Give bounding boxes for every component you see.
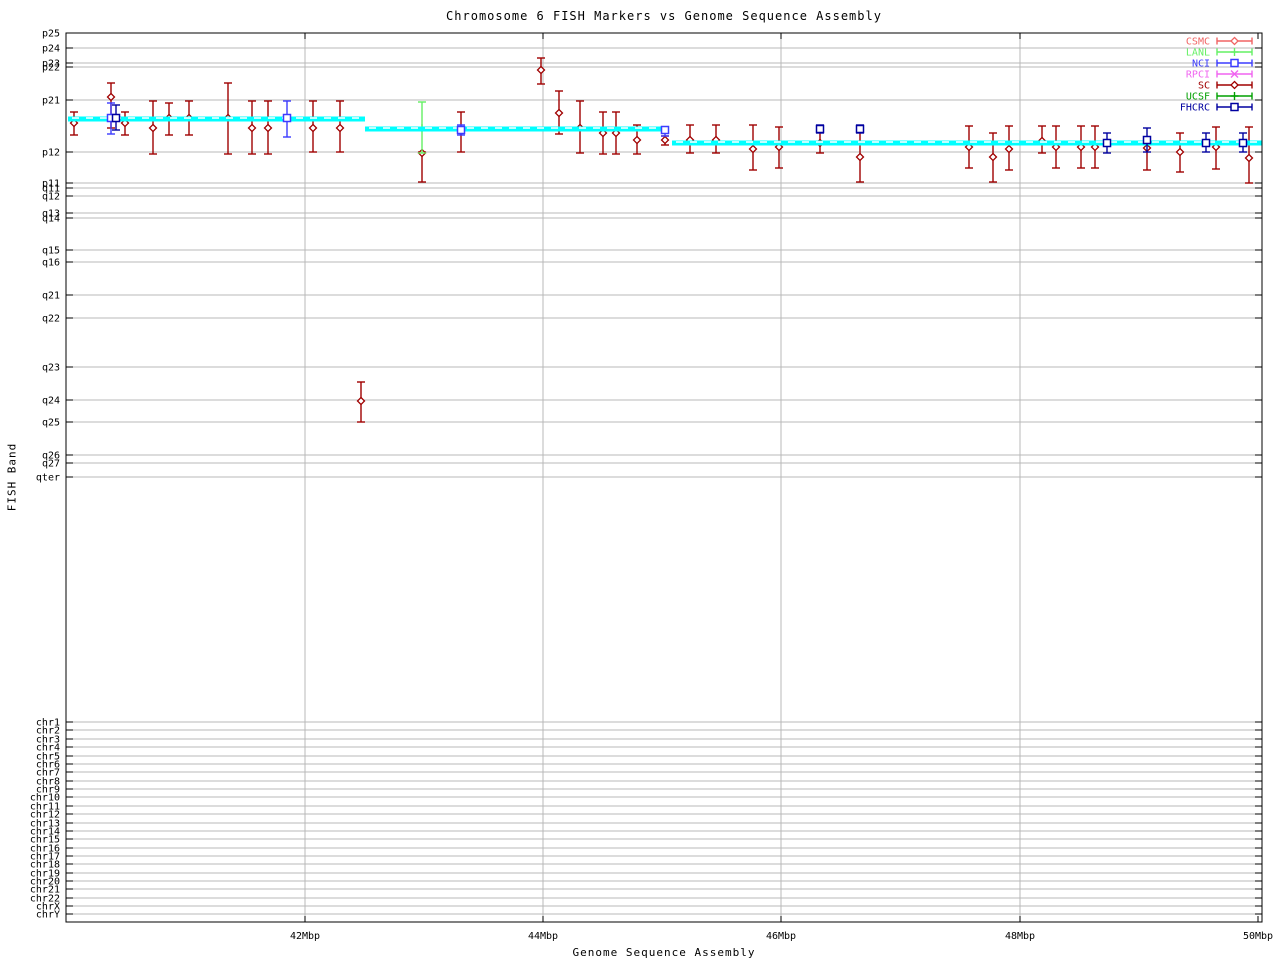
- y-tick-label: chr5: [36, 752, 60, 763]
- y-tick-label: chr17: [30, 852, 60, 863]
- legend-label: UCSF: [1186, 92, 1210, 103]
- y-tick-label: q11: [42, 184, 60, 195]
- y-tick-label: p22: [42, 63, 60, 74]
- chart-title: Chromosome 6 FISH Markers vs Genome Sequ…: [446, 9, 882, 23]
- legend-label: CSMC: [1186, 37, 1210, 48]
- x-tick-label: 50Mbp: [1243, 931, 1273, 942]
- legend-entry-sc: SC: [1198, 81, 1253, 92]
- y-tick-label: q25: [42, 418, 60, 429]
- y-tick-label: q27: [42, 459, 60, 470]
- y-tick-label: q21: [42, 291, 60, 302]
- y-tick-label: chrY: [36, 910, 60, 921]
- y-tick-label: q22: [42, 314, 60, 325]
- y-tick-label: q15: [42, 246, 60, 257]
- gridlines: [66, 33, 1262, 922]
- series-sc: [69, 57, 1254, 423]
- x-tick-label: 48Mbp: [1005, 931, 1035, 942]
- y-tick-label: chr4: [36, 743, 60, 754]
- y-tick-label: chr14: [30, 827, 60, 838]
- legend-entry-lanl: LANL: [1186, 48, 1253, 59]
- legend-entry-csmc: CSMC: [1186, 37, 1253, 48]
- y-tick-label: q26: [42, 451, 60, 462]
- legend-label: RPCI: [1186, 70, 1210, 81]
- y-tick-label: chr11: [30, 802, 60, 813]
- legend-label: SC: [1198, 81, 1210, 92]
- y-tick-label: p24: [42, 44, 60, 55]
- y-tick-label: p23: [42, 59, 60, 70]
- y-tick-label: chr22: [30, 894, 60, 905]
- y-tick-label: chr19: [30, 869, 60, 880]
- y-tick-label: q13: [42, 209, 60, 220]
- legend-entry-ucsf: UCSF: [1186, 92, 1253, 103]
- y-tick-label: q23: [42, 363, 60, 374]
- y-tick-label: p12: [42, 148, 60, 159]
- legend-entry-nci: NCI: [1192, 59, 1253, 70]
- legend-entry-fhcrc: FHCRC: [1180, 103, 1253, 114]
- y-tick-label: chr15: [30, 835, 60, 846]
- x-tick-label: 46Mbp: [766, 931, 796, 942]
- y-tick-label: p25: [42, 29, 60, 40]
- y-tick-label: chr18: [30, 860, 60, 871]
- legend-label: FHCRC: [1180, 103, 1210, 114]
- y-tick-label: chr10: [30, 793, 60, 804]
- legend-label: LANL: [1186, 48, 1210, 59]
- axis-ticks: [66, 32, 1262, 922]
- y-tick-label: q14: [42, 214, 60, 225]
- assembly-segment: [672, 140, 1262, 146]
- y-tick-label: q12: [42, 192, 60, 203]
- y-tick-label: chr9: [36, 785, 60, 796]
- y-tick-label: qter: [36, 473, 60, 484]
- y-tick-label: chr2: [36, 726, 60, 737]
- y-tick-label: chr3: [36, 735, 60, 746]
- assembly-segment: [365, 126, 668, 132]
- y-tick-label: q24: [42, 396, 60, 407]
- y-tick-label: chr1: [36, 718, 60, 729]
- y-tick-label: chrX: [36, 902, 60, 913]
- x-tick-label: 42Mbp: [290, 931, 320, 942]
- x-tick-label: 44Mbp: [528, 931, 558, 942]
- y-tick-label: chr8: [36, 777, 60, 788]
- plot-border: [65, 32, 1263, 923]
- legend-label: NCI: [1192, 59, 1210, 70]
- y-tick-label: chr20: [30, 877, 60, 888]
- y-tick-label: chr12: [30, 810, 60, 821]
- legend-entry-rpci: RPCI: [1186, 70, 1253, 81]
- y-tick-label: q16: [42, 258, 60, 269]
- y-tick-label: chr7: [36, 768, 60, 779]
- y-tick-label: chr13: [30, 819, 60, 830]
- x-axis-title: Genome Sequence Assembly: [572, 946, 756, 959]
- y-tick-label: chr16: [30, 844, 60, 855]
- assembly-segment: [68, 116, 365, 122]
- y-tick-label: chr21: [30, 885, 60, 896]
- y-tick-label: p21: [42, 96, 60, 107]
- series-fhcrc: [111, 104, 1248, 154]
- y-tick-label: p11: [42, 179, 60, 190]
- y-tick-label: chr6: [36, 760, 60, 771]
